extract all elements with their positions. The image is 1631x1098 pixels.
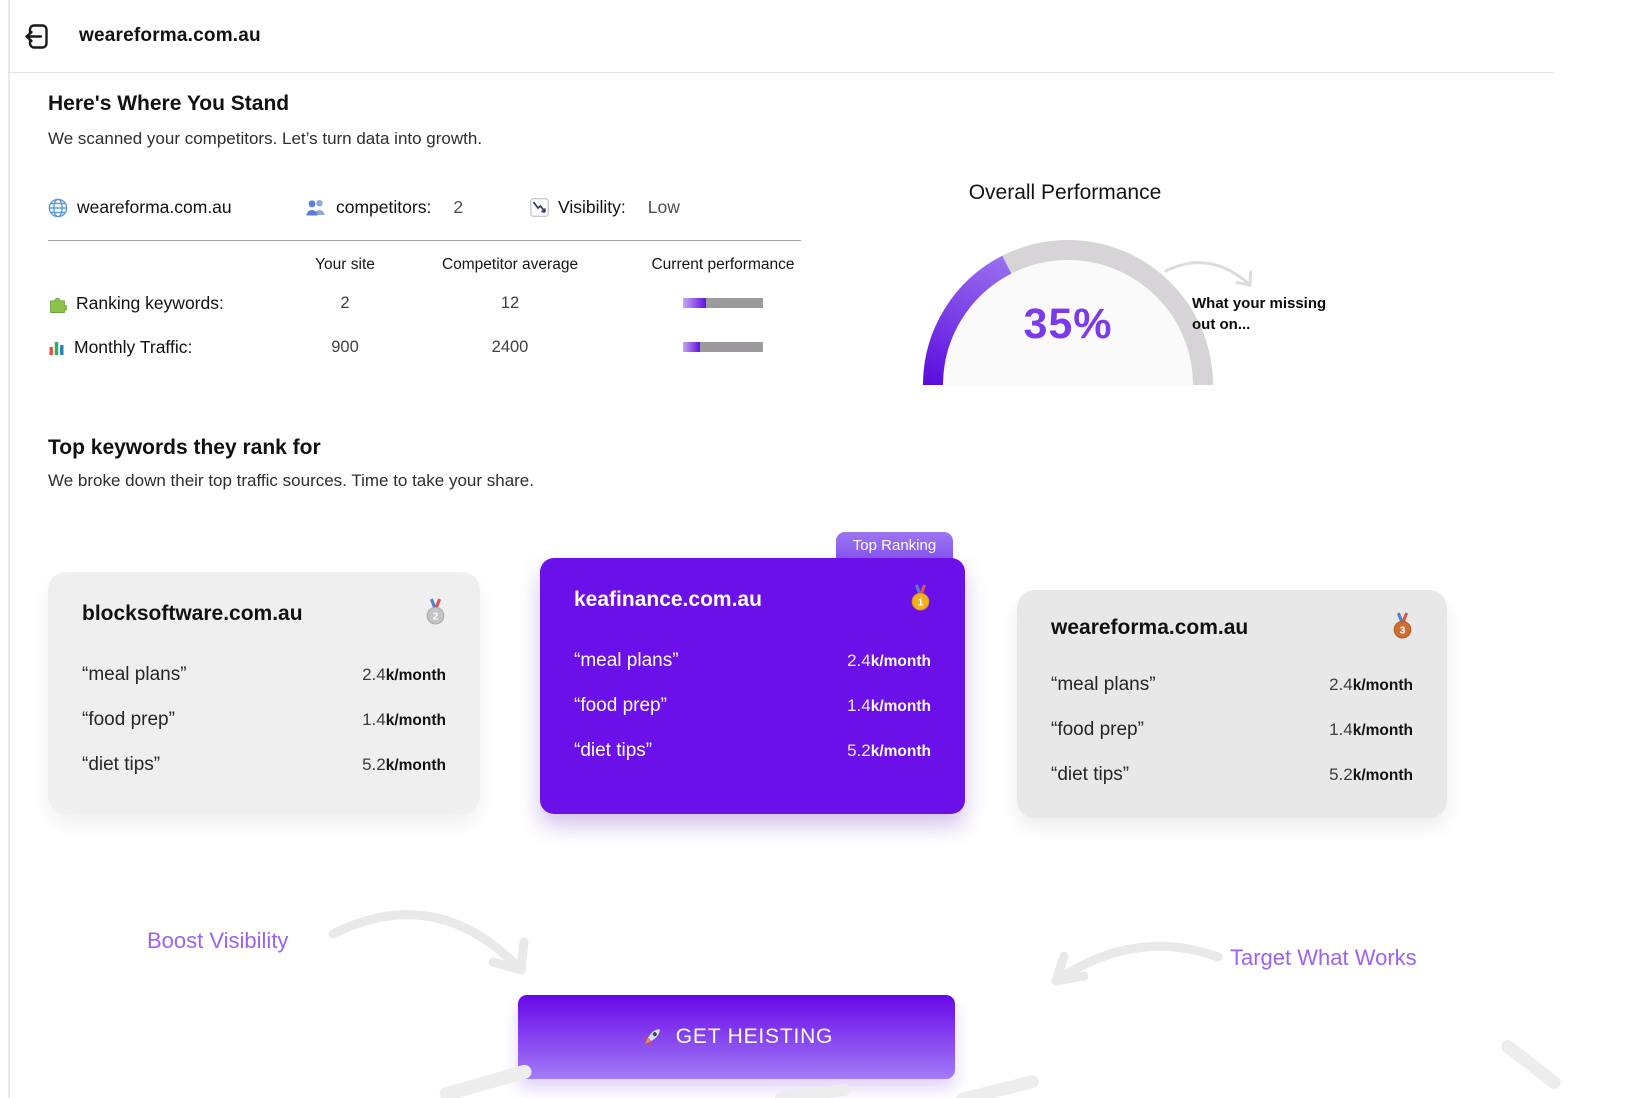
rocket-icon [642, 1029, 660, 1046]
card-domain: blocksoftware.com.au [82, 602, 303, 625]
ranking-keywords-competitor-avg: 12 [500, 293, 520, 312]
stat-visibility: Visibility: Low [530, 197, 680, 218]
keyword-row: “meal plans” 2.4 k/month [1051, 674, 1413, 695]
competitor-card-blocksoftware: blocksoftware.com.au 2 “meal plans” 2.4 k… [48, 572, 480, 814]
people-icon [306, 200, 325, 216]
keywords-section-subtitle: We broke down their top traffic sources.… [48, 471, 534, 490]
keyword-row: “food prep” 1.4 k/month [1051, 719, 1413, 740]
target-what-works-label: Target What Works [1230, 945, 1417, 970]
left-frame-border [8, 0, 10, 1098]
header-divider [8, 72, 1554, 73]
target-what-works-arrow [1051, 941, 1223, 986]
stats-divider [48, 240, 801, 241]
keywords-section-title: Top keywords they rank for [48, 436, 321, 459]
monthly-traffic-row-label: Monthly Traffic: [48, 326, 280, 368]
keyword-row: “diet tips” 5.2 k/month [82, 754, 446, 775]
puzzle-icon [50, 297, 67, 313]
keyword-row: “meal plans” 2.4 k/month [574, 650, 931, 671]
keyword-row: “food prep” 1.4 k/month [82, 709, 446, 730]
col-your-site: Your site [315, 256, 375, 273]
keyword-row: “diet tips” 5.2 k/month [574, 740, 931, 761]
overall-performance-title: Overall Performance [968, 181, 1162, 204]
globe-icon [48, 198, 68, 217]
bronze-medal-icon: 3 [1393, 612, 1412, 639]
ranking-keywords-your-site: 2 [340, 293, 350, 312]
col-current-performance: Current performance [651, 256, 795, 273]
ranking-keywords-performance-bar [610, 280, 836, 326]
chart-decreasing-icon [530, 198, 549, 217]
svg-text:1: 1 [918, 597, 924, 608]
stat-visibility-label: Visibility: [558, 197, 626, 217]
svg-text:2: 2 [433, 611, 439, 622]
stat-visibility-value: Low [647, 197, 680, 217]
top-ranking-badge: Top Ranking [836, 532, 953, 562]
stat-competitors-label: competitors: [336, 197, 432, 217]
competitor-card-weareforma: weareforma.com.au 3 “meal plans” 2.4 k/mo… [1017, 590, 1447, 818]
svg-text:3: 3 [1400, 625, 1406, 636]
page-title: weareforma.com.au [79, 25, 261, 46]
stat-site: weareforma.com.au [48, 197, 305, 218]
hero-subtitle: We scanned your competitors. Let’s turn … [48, 129, 483, 148]
get-heisting-button[interactable]: GET HEISTING [518, 995, 955, 1079]
top-bar: weareforma.com.au [10, 0, 261, 72]
decorative-arrow-fragment [954, 1073, 1041, 1098]
exit-arrow-icon[interactable] [24, 21, 51, 52]
gauge-annotation-arrow [1164, 261, 1252, 287]
keyword-row: “meal plans” 2.4 k/month [82, 664, 446, 685]
card-domain: weareforma.com.au [1051, 616, 1249, 639]
stat-competitors: competitors: 2 [305, 197, 530, 218]
comparison-table: Your site Competitor average Current per… [48, 250, 848, 368]
hero-title: Here's Where You Stand [48, 92, 290, 115]
get-heisting-label: GET HEISTING [675, 1025, 834, 1048]
monthly-traffic-competitor-avg: 2400 [491, 337, 529, 356]
missing-out-note: What your missing out on... [1192, 295, 1327, 333]
decorative-arrow-fragment [437, 1063, 534, 1098]
boost-visibility-arrow [328, 910, 529, 975]
card-domain: keafinance.com.au [574, 588, 762, 611]
boost-visibility-label: Boost Visibility [147, 928, 289, 953]
ranking-keywords-row-label: Ranking keywords: [48, 280, 280, 326]
competitor-card-keafinance: keafinance.com.au 1 “meal plans” 2.4 k/mo… [540, 558, 965, 814]
performance-percentage: 35% [1023, 300, 1113, 348]
monthly-traffic-performance-bar [610, 326, 836, 368]
col-spacer [48, 250, 280, 280]
monthly-traffic-your-site: 900 [331, 337, 359, 356]
decorative-arrow-fragment [1498, 1037, 1564, 1092]
col-competitor-average: Competitor average [441, 256, 579, 273]
bar-chart-icon [49, 341, 64, 355]
stat-site-label: weareforma.com.au [77, 197, 232, 217]
silver-medal-icon: 2 [426, 598, 445, 625]
site-stats-row: weareforma.com.au competitors: 2 Visibil… [48, 197, 680, 218]
performance-gauge [923, 240, 1213, 386]
keyword-row: “food prep” 1.4 k/month [574, 695, 931, 716]
stat-competitors-value: 2 [453, 197, 464, 217]
decorative-arrow-fragment [774, 1083, 851, 1098]
keyword-row: “diet tips” 5.2 k/month [1051, 764, 1413, 785]
gold-medal-icon: 1 [911, 584, 930, 611]
